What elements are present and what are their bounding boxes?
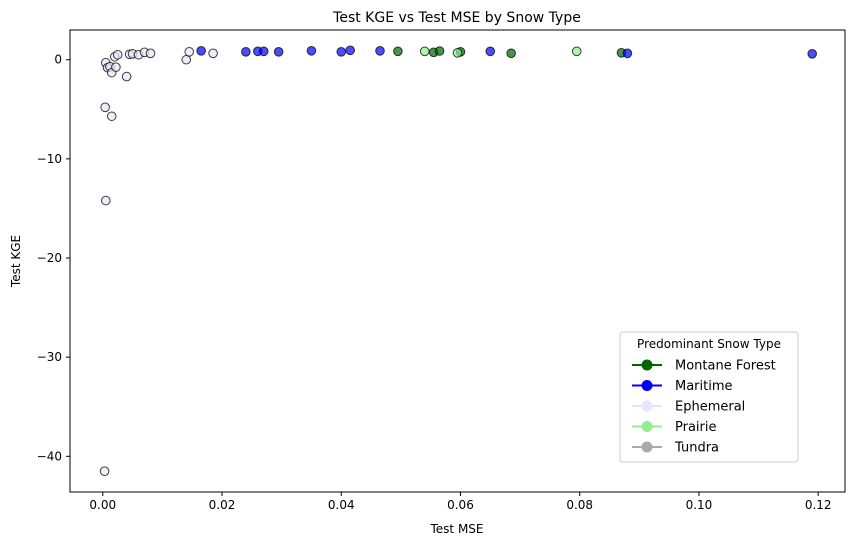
- y-tick-label: −20: [37, 251, 62, 265]
- point-ephemeral: [112, 49, 123, 60]
- x-axis-label: Test MSE: [430, 522, 484, 536]
- point-maritime: [485, 46, 496, 57]
- x-tick-label: 0.06: [447, 498, 474, 512]
- legend-items: Montane Forest Maritime Ephemeral Prairie Tu…: [632, 359, 776, 456]
- legend-marker-montane-forest: [641, 359, 653, 371]
- y-tick-label: −40: [37, 449, 62, 463]
- x-tick-label: 0.04: [328, 498, 355, 512]
- legend-marker-ephemeral: [641, 400, 653, 412]
- y-tick-label: 0: [54, 53, 62, 67]
- point-ephemeral: [184, 47, 195, 57]
- point-maritime: [306, 46, 317, 56]
- point-maritime: [375, 46, 385, 56]
- point-maritime: [807, 48, 818, 59]
- point-prairie: [571, 46, 582, 57]
- plot-frame: [69, 29, 846, 493]
- legend-marker-tundra: [641, 441, 653, 453]
- x-tick-label: 0.02: [209, 498, 236, 512]
- data-points: [99, 45, 818, 476]
- point-maritime: [345, 45, 355, 56]
- point-ephemeral: [111, 62, 121, 72]
- legend-label-montane-forest: Montane Forest: [675, 359, 776, 374]
- plot-area: 0.00 0.02 0.04 0.06 0.08 0.10 0.12 0 −10 −20 −30 −…: [37, 29, 846, 512]
- legend-label-maritime: Maritime: [675, 379, 733, 394]
- x-tick-label: 0.12: [805, 498, 832, 512]
- legend-label-prairie: Prairie: [675, 420, 717, 435]
- x-tick-label: 0.10: [686, 498, 713, 512]
- point-maritime: [196, 46, 206, 56]
- point-ephemeral: [208, 48, 218, 59]
- chart-title: Test KGE vs Test MSE by Snow Type: [332, 10, 581, 26]
- y-tick-label: −10: [37, 152, 62, 166]
- point-montane-forest: [506, 48, 516, 59]
- x-tick-label: 0.08: [566, 498, 593, 512]
- point-ephemeral: [100, 195, 111, 206]
- point-maritime: [258, 46, 269, 57]
- legend-box: [619, 331, 799, 463]
- point-montane-forest: [393, 46, 403, 57]
- point-maritime: [336, 47, 347, 57]
- legend-label-ephemeral: Ephemeral: [675, 400, 745, 415]
- legend-marker-maritime: [641, 380, 653, 391]
- point-ephemeral: [100, 102, 110, 113]
- point-prairie: [419, 46, 430, 57]
- x-axis: 0.00 0.02 0.04 0.06 0.08 0.10 0.12: [89, 492, 832, 512]
- point-ephemeral: [145, 48, 156, 59]
- y-tick-label: −30: [37, 350, 62, 364]
- legend-label-tundra: Tundra: [674, 441, 719, 456]
- point-montane-forest: [434, 46, 445, 56]
- point-maritime: [622, 48, 633, 59]
- point-ephemeral: [121, 71, 132, 82]
- point-maritime: [241, 47, 251, 57]
- legend: Predominant Snow Type Montane Forest Mari…: [619, 331, 799, 463]
- y-axis: 0 −10 −20 −30 −40: [37, 53, 70, 463]
- legend-title: Predominant Snow Type: [637, 337, 781, 351]
- point-maritime: [273, 47, 284, 57]
- point-ephemeral: [99, 466, 110, 476]
- point-ephemeral: [181, 54, 192, 65]
- point-prairie: [452, 48, 463, 58]
- x-tick-label: 0.00: [89, 498, 116, 512]
- point-ephemeral: [106, 111, 117, 122]
- y-axis-label: Test KGE: [9, 235, 23, 288]
- legend-marker-prairie: [641, 421, 653, 432]
